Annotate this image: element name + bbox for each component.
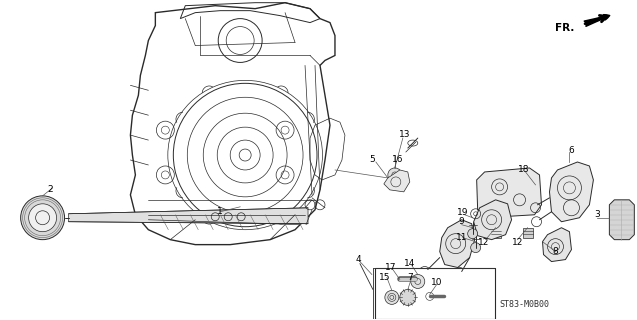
- Text: 3: 3: [594, 210, 600, 219]
- Text: 14: 14: [404, 259, 415, 268]
- Text: 8: 8: [553, 247, 559, 256]
- Text: 9: 9: [459, 217, 464, 226]
- Polygon shape: [440, 220, 475, 268]
- Polygon shape: [474, 200, 512, 240]
- Polygon shape: [490, 228, 501, 238]
- Circle shape: [385, 291, 399, 304]
- Text: 12: 12: [478, 238, 489, 247]
- Circle shape: [468, 229, 478, 239]
- Text: 13: 13: [399, 130, 411, 139]
- Bar: [375, 268, 494, 319]
- Text: 16: 16: [392, 156, 404, 164]
- Circle shape: [29, 204, 57, 232]
- Polygon shape: [476, 168, 541, 218]
- Text: 1: 1: [217, 207, 223, 216]
- Text: FR.: FR.: [555, 23, 575, 33]
- Polygon shape: [610, 200, 634, 240]
- Text: 15: 15: [379, 273, 390, 282]
- Text: 19: 19: [457, 208, 468, 217]
- Text: 4: 4: [355, 255, 361, 264]
- Text: 11: 11: [456, 233, 468, 242]
- Text: 6: 6: [569, 146, 575, 155]
- Text: 17: 17: [385, 263, 397, 272]
- Text: 2: 2: [48, 185, 54, 194]
- Polygon shape: [522, 228, 533, 238]
- Text: 12: 12: [512, 238, 523, 247]
- Text: 5: 5: [369, 156, 375, 164]
- Polygon shape: [384, 170, 410, 192]
- Circle shape: [471, 243, 481, 252]
- Text: 18: 18: [518, 165, 529, 174]
- Polygon shape: [550, 162, 594, 222]
- Polygon shape: [543, 228, 571, 261]
- Circle shape: [400, 289, 416, 305]
- Circle shape: [388, 168, 402, 182]
- Circle shape: [20, 196, 64, 240]
- Text: ST83-M0B00: ST83-M0B00: [499, 300, 550, 309]
- Text: 10: 10: [431, 278, 443, 287]
- Text: 7: 7: [407, 273, 413, 282]
- Circle shape: [411, 275, 425, 288]
- Polygon shape: [69, 208, 308, 224]
